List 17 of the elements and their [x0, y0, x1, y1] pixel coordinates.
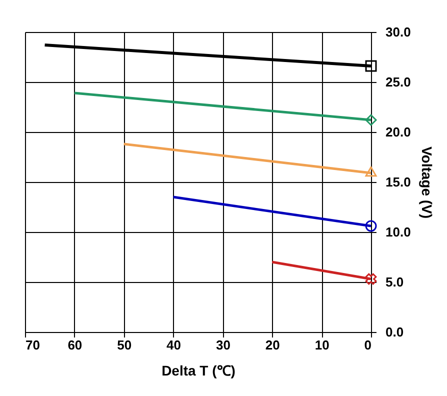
y-tick-label: 5.0: [386, 274, 404, 290]
y-tick-label: 25.0: [386, 74, 411, 90]
x-axis-title: Delta T (℃): [162, 362, 236, 378]
x-tick-label: 50: [117, 338, 132, 352]
y-tick-label: 0.0: [386, 324, 404, 340]
x-tick-label: 0: [364, 338, 372, 352]
x-tick-label: 40: [166, 338, 182, 352]
y-tick-label: 30.0: [386, 24, 411, 40]
y-tick-label: 15.0: [386, 174, 411, 190]
x-tick-label: 30: [216, 338, 230, 352]
y-tick-label: 20.0: [386, 124, 411, 140]
x-tick-label: 20: [265, 338, 280, 352]
y-tick-label: 10.0: [386, 224, 411, 240]
x-tick-label: 60: [68, 338, 82, 352]
x-tick-label: 10: [314, 338, 330, 352]
y-axis-title: Voltage (V): [418, 146, 435, 219]
x-tick-label: 70: [26, 338, 40, 352]
